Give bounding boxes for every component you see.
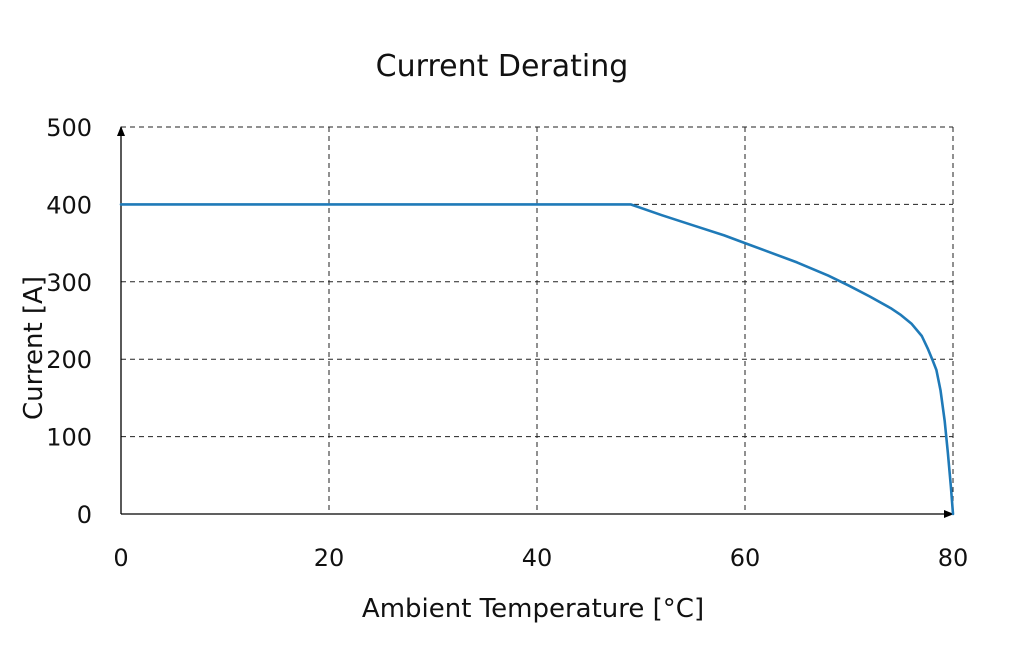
x-tick-label: 0: [113, 544, 128, 572]
tick-labels: 0 20 40 60 80 0 100 200 300 400 500: [46, 114, 968, 572]
axes: [117, 126, 954, 518]
series-layer: [119, 203, 955, 516]
y-axis-label: Current [A]: [19, 276, 49, 420]
y-tick-label: 100: [46, 424, 92, 452]
y-tick-label: 500: [46, 114, 92, 142]
x-tick-label: 40: [522, 544, 553, 572]
y-tick-label: 0: [77, 501, 92, 529]
x-tick-label: 20: [314, 544, 345, 572]
series-line: [119, 203, 955, 516]
x-axis-label: Ambient Temperature [°C]: [362, 594, 704, 624]
x-tick-label: 60: [730, 544, 761, 572]
grid: [121, 126, 954, 514]
y-tick-label: 300: [46, 269, 92, 297]
x-tick-label: 80: [938, 544, 969, 572]
y-tick-label: 400: [46, 191, 92, 219]
y-tick-label: 200: [46, 346, 92, 374]
chart-title: Current Derating: [376, 49, 629, 84]
